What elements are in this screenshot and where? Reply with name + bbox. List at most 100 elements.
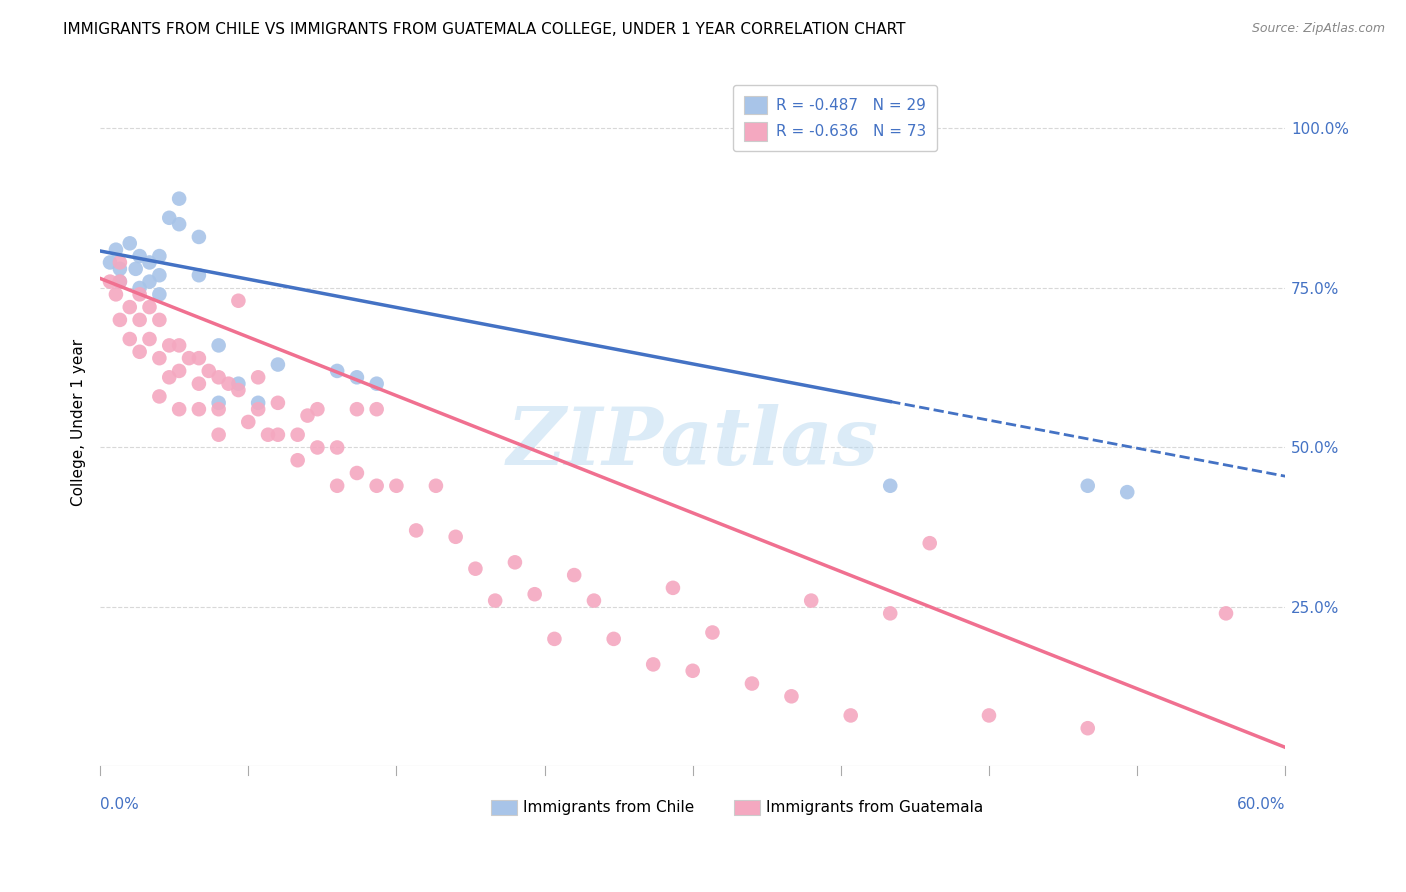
Point (108, 261, 131, 276)
Point (682, 664, 704, 678)
Point (741, 676, 763, 690)
Point (839, 708, 862, 723)
Point (118, 332, 141, 346)
Point (307, 441, 329, 455)
Point (98, 255, 121, 269)
Point (238, 415, 260, 429)
Point (128, 287, 150, 301)
Point (228, 293, 250, 308)
Point (385, 479, 408, 493)
Point (287, 427, 309, 442)
Point (405, 524, 427, 538)
Point (444, 530, 467, 544)
Point (366, 402, 388, 417)
Point (247, 370, 270, 384)
Text: ZIPatlas: ZIPatlas (506, 404, 879, 482)
Point (1116, 485, 1139, 500)
Point (208, 338, 231, 352)
Point (157, 338, 180, 352)
Point (267, 358, 290, 372)
Point (326, 479, 349, 493)
Point (148, 287, 170, 301)
Point (98, 275, 121, 289)
Point (108, 275, 131, 289)
Point (148, 313, 170, 327)
FancyBboxPatch shape (491, 799, 517, 814)
Point (247, 396, 270, 410)
Point (187, 351, 209, 366)
Point (464, 562, 486, 576)
Point (167, 217, 190, 231)
Point (800, 593, 823, 607)
Point (187, 376, 209, 391)
Point (118, 300, 141, 314)
Point (108, 275, 131, 289)
Point (582, 593, 605, 607)
Point (138, 275, 160, 289)
Point (167, 338, 190, 352)
Legend: R = -0.487   N = 29, R = -0.636   N = 73: R = -0.487 N = 29, R = -0.636 N = 73 (733, 85, 936, 152)
Text: IMMIGRANTS FROM CHILE VS IMMIGRANTS FROM GUATEMALA COLLEGE, UNDER 1 YEAR CORRELA: IMMIGRANTS FROM CHILE VS IMMIGRANTS FROM… (63, 22, 905, 37)
Point (108, 313, 131, 327)
Point (366, 479, 388, 493)
Point (128, 281, 150, 295)
Point (218, 376, 240, 391)
Point (879, 607, 901, 621)
Point (128, 249, 150, 263)
Point (128, 313, 150, 327)
Point (326, 364, 349, 378)
Point (208, 370, 231, 384)
Point (702, 625, 724, 640)
Point (167, 192, 190, 206)
Point (267, 427, 290, 442)
Point (523, 587, 546, 601)
Point (187, 268, 209, 283)
Point (128, 344, 150, 359)
Point (977, 708, 1000, 723)
Point (138, 300, 160, 314)
Point (307, 402, 329, 417)
Point (1077, 479, 1099, 493)
Point (148, 351, 170, 366)
Point (297, 409, 319, 423)
Point (118, 236, 141, 251)
Text: Source: ZipAtlas.com: Source: ZipAtlas.com (1251, 22, 1385, 36)
Point (108, 255, 131, 269)
Point (346, 370, 368, 384)
Point (1215, 607, 1237, 621)
Point (287, 453, 309, 467)
Point (177, 351, 200, 366)
Point (138, 332, 160, 346)
Point (157, 211, 180, 225)
Point (643, 657, 665, 672)
Point (326, 441, 349, 455)
Point (503, 555, 526, 569)
Point (484, 593, 506, 607)
Point (780, 690, 803, 704)
Point (197, 364, 219, 378)
Point (1077, 721, 1099, 735)
Point (148, 249, 170, 263)
Point (208, 396, 231, 410)
Point (138, 255, 160, 269)
Point (148, 389, 170, 403)
Point (267, 396, 290, 410)
Point (228, 383, 250, 397)
Text: Immigrants from Guatemala: Immigrants from Guatemala (766, 799, 983, 814)
FancyBboxPatch shape (734, 799, 761, 814)
Point (247, 402, 270, 417)
Point (918, 536, 941, 550)
Point (104, 243, 127, 257)
Point (187, 402, 209, 417)
Point (125, 261, 148, 276)
Point (167, 364, 190, 378)
Text: Immigrants from Chile: Immigrants from Chile (523, 799, 695, 814)
Point (157, 370, 180, 384)
Point (543, 632, 565, 646)
Point (346, 466, 368, 480)
Point (104, 287, 127, 301)
Point (208, 427, 231, 442)
Point (662, 581, 685, 595)
Point (228, 376, 250, 391)
Point (425, 479, 447, 493)
